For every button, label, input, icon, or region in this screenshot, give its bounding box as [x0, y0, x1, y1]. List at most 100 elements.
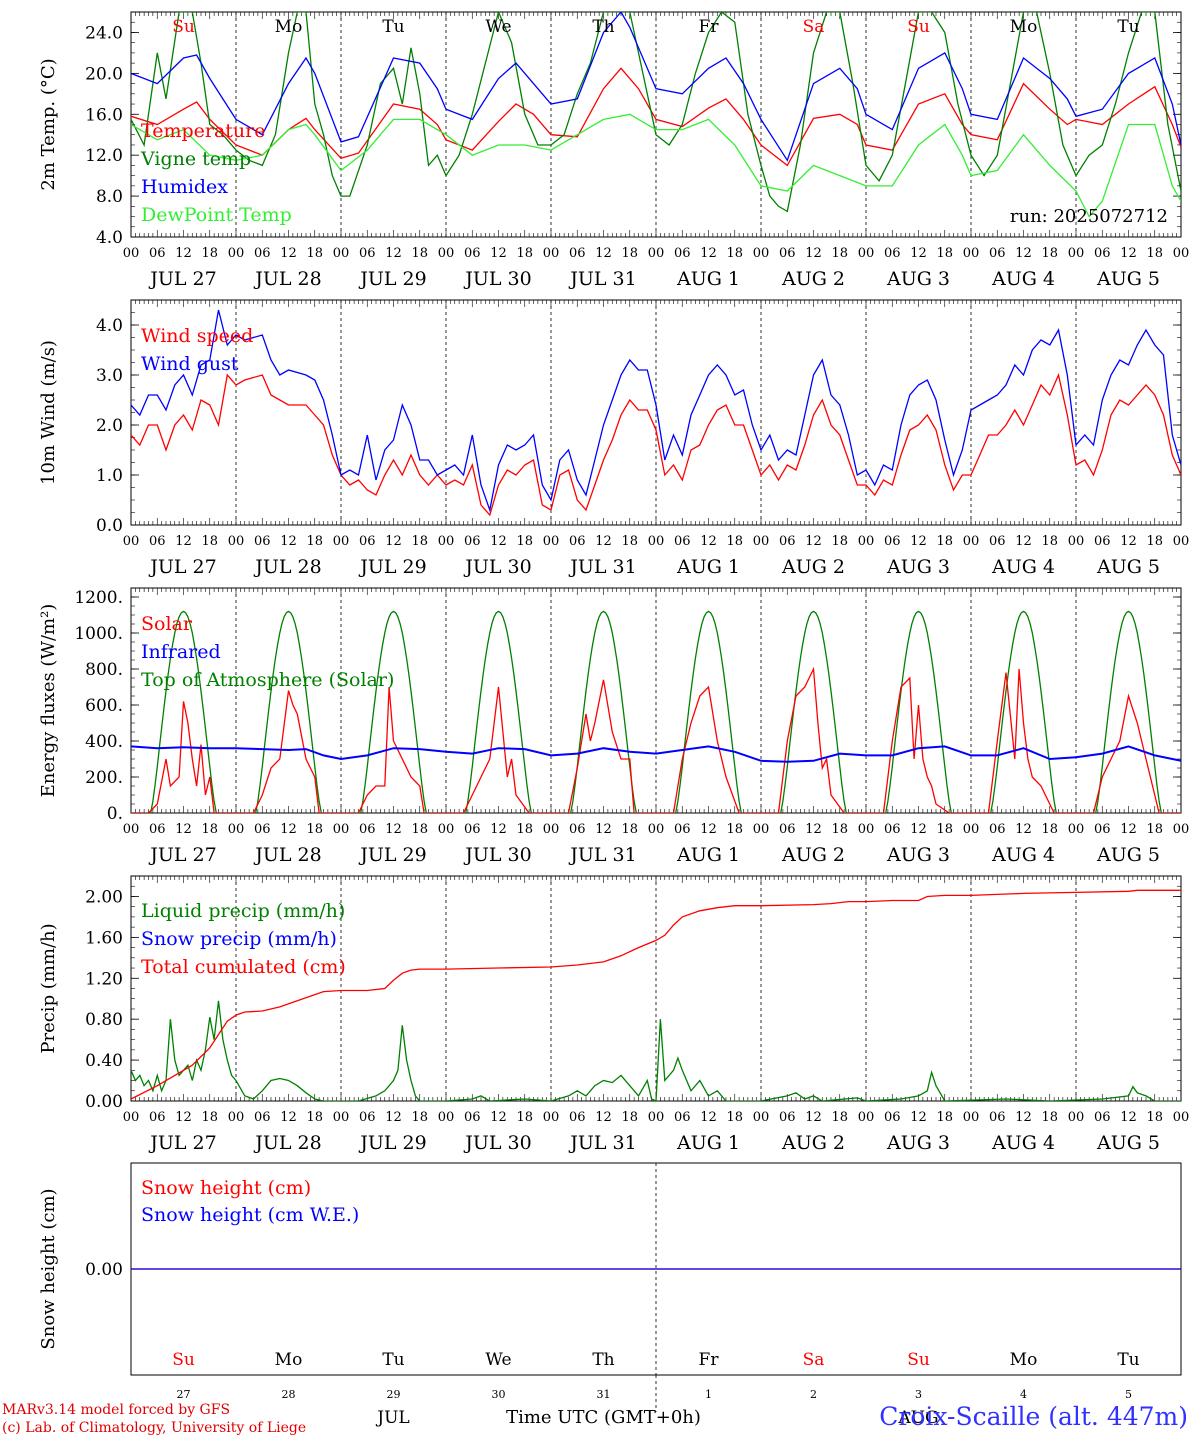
weekday-label: Tu [382, 1350, 404, 1370]
hour-tick-label: 12 [910, 534, 927, 549]
hour-tick-label: 12 [175, 246, 192, 261]
weekday-label: Su [172, 17, 195, 37]
weekday-label: Tu [1117, 1350, 1139, 1370]
date-label: AUG 3 [886, 556, 950, 578]
hour-tick-label: 18 [1041, 246, 1058, 261]
hour-tick-label: 06 [254, 534, 271, 549]
legend-entry: Wind speed [141, 325, 253, 347]
hour-tick-label: 00 [438, 1110, 455, 1125]
hour-tick-label: 18 [411, 534, 428, 549]
hour-tick-label: 12 [385, 534, 402, 549]
hour-tick-label: 12 [700, 246, 717, 261]
date-label: AUG 3 [886, 1132, 950, 1154]
hour-tick-label: 00 [963, 534, 980, 549]
hour-tick-label: 06 [149, 246, 166, 261]
y-tick-label: 0.40 [85, 1051, 123, 1071]
y-axis-label: Snow height (cm) [38, 1188, 59, 1349]
weekday-label: Tu [382, 17, 404, 37]
date-label: JUL 31 [568, 268, 636, 290]
y-tick-label: 0.0 [96, 516, 123, 536]
date-label: AUG 4 [991, 1132, 1055, 1154]
series-top-of-atmosphere-solar [131, 610, 1181, 813]
date-label: AUG 1 [676, 268, 740, 290]
hour-tick-label: 06 [779, 822, 796, 837]
weekday-label: We [485, 1350, 511, 1370]
hour-tick-label: 12 [280, 822, 297, 837]
date-label: JUL 31 [568, 844, 636, 866]
hour-tick-label: 00 [1068, 246, 1085, 261]
day-number-label: 27 [177, 1388, 191, 1401]
hour-tick-label: 06 [149, 1110, 166, 1125]
weekday-label: Su [907, 17, 930, 37]
hour-tick-label: 00 [858, 246, 875, 261]
hour-tick-label: 12 [280, 246, 297, 261]
y-tick-label: 2.0 [96, 416, 123, 436]
date-label: JUL 30 [463, 556, 531, 578]
hour-tick-label: 18 [621, 822, 638, 837]
day-number-label: 3 [915, 1388, 922, 1401]
hour-tick-label: 12 [175, 1110, 192, 1125]
hour-tick-label: 12 [700, 534, 717, 549]
y-tick-label: 400. [85, 732, 123, 752]
day-number-label: 28 [282, 1388, 296, 1401]
date-label: JUL 29 [358, 268, 426, 290]
hour-tick-label: 18 [1146, 822, 1163, 837]
month-label: AUG [897, 1408, 938, 1428]
hour-tick-label: 00 [648, 822, 665, 837]
hour-tick-label: 00 [543, 534, 560, 549]
date-label: AUG 2 [781, 844, 845, 866]
hour-tick-label: 18 [201, 822, 218, 837]
hour-tick-label: 06 [149, 822, 166, 837]
series-infrared [131, 745, 1181, 763]
hour-tick-label: 00 [123, 534, 140, 549]
hour-tick-label: 00 [438, 822, 455, 837]
hour-tick-label: 12 [1120, 534, 1137, 549]
hour-tick-label: 06 [254, 822, 271, 837]
y-tick-label: 200. [85, 768, 123, 788]
hour-tick-label: 00 [228, 822, 245, 837]
y-tick-label: 1000. [74, 624, 123, 644]
hour-tick-label: 06 [569, 246, 586, 261]
hour-tick-label: 06 [359, 822, 376, 837]
series-temperature [131, 67, 1181, 167]
hour-tick-label: 00 [648, 534, 665, 549]
weekday-label: Fr [699, 17, 720, 37]
legend-entry: Snow height (cm W.E.) [141, 1204, 359, 1226]
hour-tick-label: 12 [805, 1110, 822, 1125]
hour-tick-label: 18 [831, 1110, 848, 1125]
hour-tick-label: 06 [464, 822, 481, 837]
hour-tick-label: 18 [936, 246, 953, 261]
month-label: JUL [375, 1408, 409, 1428]
hour-tick-label: 06 [779, 1110, 796, 1125]
hour-tick-label: 18 [411, 1110, 428, 1125]
hour-tick-label: 00 [858, 822, 875, 837]
y-tick-label: 800. [85, 660, 123, 680]
hour-tick-label: 12 [385, 1110, 402, 1125]
hour-tick-label: 06 [464, 246, 481, 261]
hour-tick-label: 12 [805, 246, 822, 261]
hour-tick-label: 12 [805, 534, 822, 549]
date-label: JUL 31 [568, 1132, 636, 1154]
weekday-label: Su [907, 1350, 930, 1370]
date-label: AUG 1 [676, 556, 740, 578]
hour-tick-label: 18 [621, 246, 638, 261]
hour-tick-label: 18 [1146, 534, 1163, 549]
legend-entry: Snow precip (mm/h) [141, 928, 337, 950]
legend-entry: Top of Atmosphere (Solar) [141, 669, 394, 691]
date-label: JUL 27 [148, 844, 216, 866]
hour-tick-label: 18 [936, 822, 953, 837]
date-label: JUL 27 [148, 556, 216, 578]
hour-tick-label: 00 [858, 534, 875, 549]
y-tick-label: 0. [107, 804, 123, 824]
date-label: AUG 2 [781, 268, 845, 290]
hour-tick-label: 00 [1068, 1110, 1085, 1125]
hour-tick-label: 12 [490, 534, 507, 549]
day-number-label: 1 [705, 1388, 712, 1401]
panel-2 [130, 299, 1182, 526]
date-label: AUG 3 [886, 844, 950, 866]
y-tick-label: 2.00 [85, 887, 123, 907]
day-number-label: 29 [387, 1388, 401, 1401]
date-label: AUG 3 [886, 268, 950, 290]
hour-tick-label: 06 [359, 534, 376, 549]
hour-tick-label: 18 [1041, 822, 1058, 837]
